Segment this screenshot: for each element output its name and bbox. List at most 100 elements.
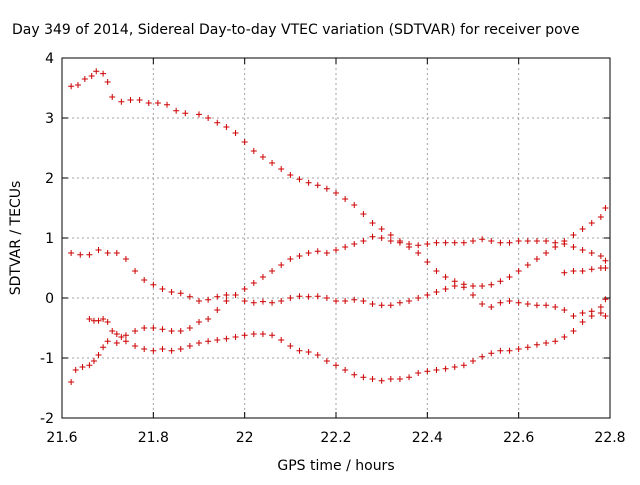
data-point xyxy=(205,296,212,303)
data-point xyxy=(488,281,495,288)
data-point xyxy=(360,374,367,381)
y-tick-label: 4 xyxy=(45,51,54,67)
data-point xyxy=(250,280,257,286)
data-point xyxy=(127,97,134,103)
data-point xyxy=(506,347,513,354)
data-point xyxy=(287,256,294,262)
data-point xyxy=(88,73,95,79)
data-point xyxy=(588,250,595,256)
data-point xyxy=(278,298,285,304)
data-point xyxy=(588,313,595,319)
data-point xyxy=(369,376,376,382)
data-point xyxy=(515,268,522,274)
y-tick-label: -2 xyxy=(40,411,54,427)
data-point xyxy=(104,319,111,325)
data-point xyxy=(168,328,175,334)
data-point xyxy=(415,295,422,301)
data-point xyxy=(470,238,476,244)
x-tick-label: 21.8 xyxy=(138,430,169,446)
data-point xyxy=(90,358,97,364)
data-point xyxy=(173,107,180,114)
data-point xyxy=(186,325,193,331)
data-point xyxy=(232,292,239,298)
data-point xyxy=(79,364,86,370)
data-point xyxy=(424,368,431,375)
data-point xyxy=(602,313,609,319)
data-point xyxy=(602,296,609,303)
data-point xyxy=(196,111,202,118)
data-point xyxy=(387,232,394,238)
data-point xyxy=(104,250,111,256)
data-point xyxy=(159,286,166,292)
data-point xyxy=(104,338,111,345)
data-point xyxy=(378,302,385,309)
data-point xyxy=(132,268,139,274)
data-point xyxy=(150,281,157,288)
data-point xyxy=(442,274,449,280)
data-point xyxy=(515,346,522,352)
data-point xyxy=(543,238,550,244)
data-point xyxy=(442,365,449,372)
data-point xyxy=(579,268,586,274)
data-point xyxy=(552,338,559,345)
data-point xyxy=(433,239,440,246)
data-point xyxy=(570,244,577,250)
data-point xyxy=(269,332,276,339)
data-point xyxy=(424,292,431,298)
data-point xyxy=(141,346,148,352)
data-point xyxy=(214,119,221,126)
data-point xyxy=(86,316,93,322)
data-point xyxy=(100,70,107,77)
data-point xyxy=(100,344,107,351)
data-point xyxy=(597,214,604,220)
data-point xyxy=(223,292,230,298)
data-point xyxy=(305,293,312,300)
data-point xyxy=(205,115,212,121)
y-tick-label: 0 xyxy=(45,291,54,307)
data-point xyxy=(333,298,339,304)
data-point xyxy=(433,289,440,295)
data-point xyxy=(86,362,93,369)
data-point xyxy=(533,238,540,244)
series-1 xyxy=(68,68,609,289)
data-point xyxy=(506,239,513,246)
data-point xyxy=(159,346,166,352)
data-point xyxy=(259,298,266,305)
data-point xyxy=(314,352,321,358)
data-point xyxy=(369,233,376,240)
data-point xyxy=(159,326,166,333)
data-point xyxy=(552,239,559,246)
data-point xyxy=(323,295,330,301)
data-point xyxy=(323,185,330,192)
data-point xyxy=(145,100,152,106)
data-point xyxy=(104,79,111,85)
data-point xyxy=(415,250,422,256)
data-point xyxy=(387,376,394,382)
data-point xyxy=(232,130,239,136)
data-point xyxy=(424,241,431,247)
data-point xyxy=(602,257,609,264)
data-point xyxy=(296,253,303,259)
data-point xyxy=(232,334,239,340)
data-point xyxy=(442,239,449,246)
data-point xyxy=(524,262,531,268)
data-point xyxy=(406,374,413,381)
data-point xyxy=(109,94,116,100)
data-point xyxy=(570,328,577,334)
data-point xyxy=(241,286,248,292)
data-point xyxy=(287,295,294,301)
data-point xyxy=(259,274,266,280)
data-point xyxy=(369,301,376,307)
data-point xyxy=(533,302,540,309)
data-point xyxy=(396,376,403,382)
data-point xyxy=(602,205,609,211)
data-point xyxy=(479,236,486,243)
data-point xyxy=(278,166,285,172)
data-point xyxy=(113,331,120,337)
data-point xyxy=(323,250,330,256)
data-point xyxy=(570,232,577,238)
data-point xyxy=(561,307,568,313)
data-point xyxy=(579,319,586,325)
data-point xyxy=(515,238,522,244)
data-point xyxy=(369,220,376,226)
